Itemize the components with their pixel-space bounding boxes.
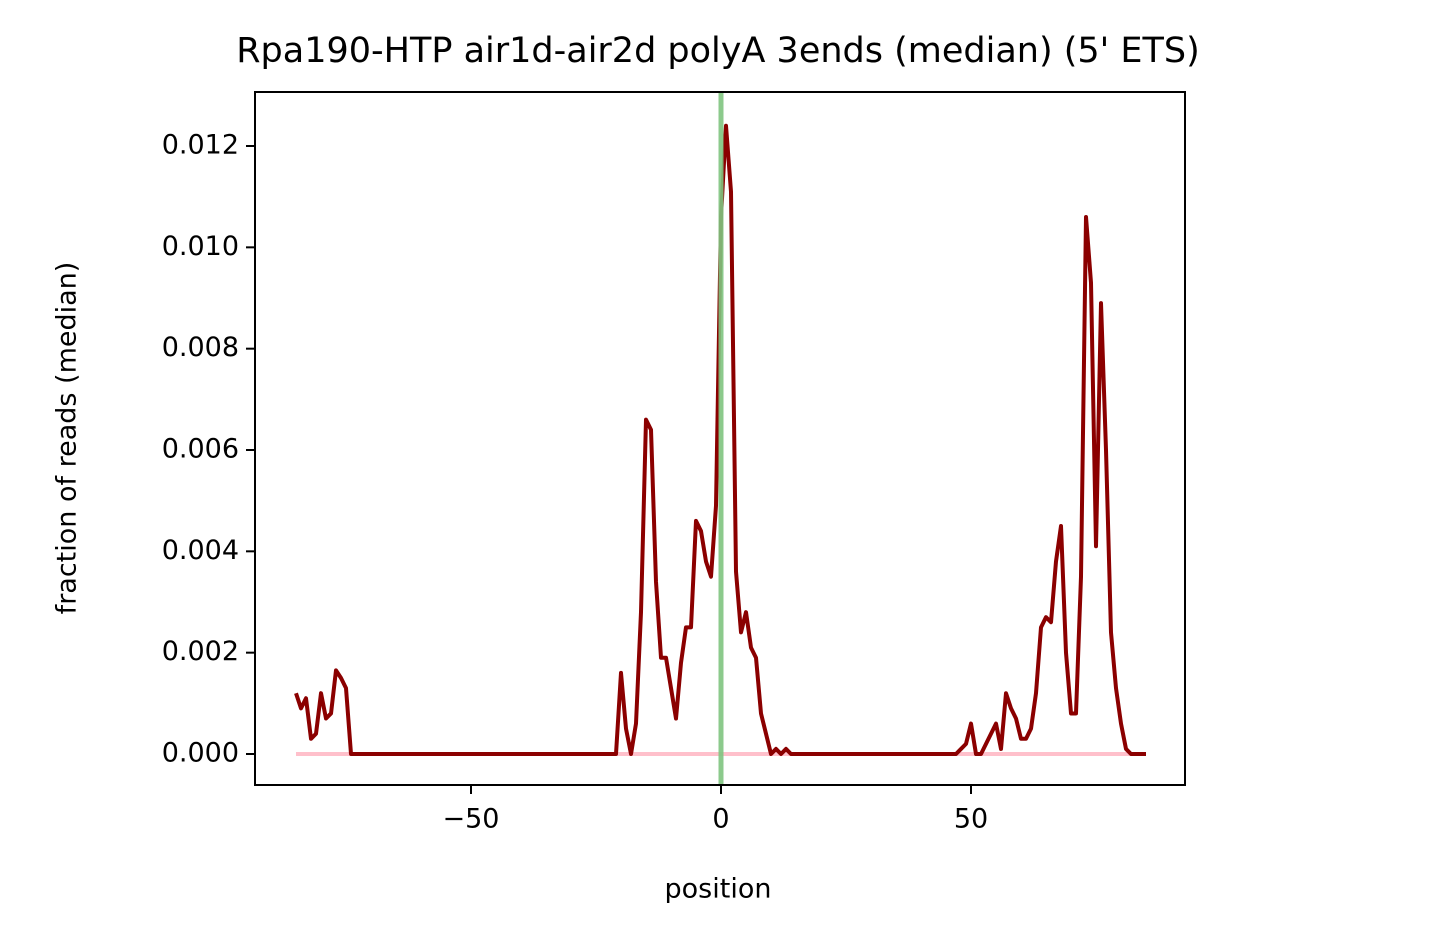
x-tick-label: 0 — [712, 804, 729, 835]
y-tick-label: 0.004 — [162, 535, 239, 566]
chart-title: Rpa190-HTP air1d-air2d polyA 3ends (medi… — [236, 31, 1200, 71]
x-axis-label: position — [665, 874, 772, 905]
plot-frame — [254, 91, 1186, 786]
y-tick-label: 0.000 — [162, 737, 239, 768]
x-tick-label: 50 — [954, 804, 988, 835]
y-tick-label: 0.006 — [162, 434, 239, 465]
x-tick-label: −50 — [443, 804, 500, 835]
y-tick-label: 0.002 — [162, 636, 239, 667]
y-tick-label: 0.010 — [162, 231, 239, 262]
y-tick-label: 0.008 — [162, 332, 239, 363]
y-axis-label: fraction of reads (median) — [52, 262, 83, 615]
y-tick-label: 0.012 — [162, 130, 239, 161]
